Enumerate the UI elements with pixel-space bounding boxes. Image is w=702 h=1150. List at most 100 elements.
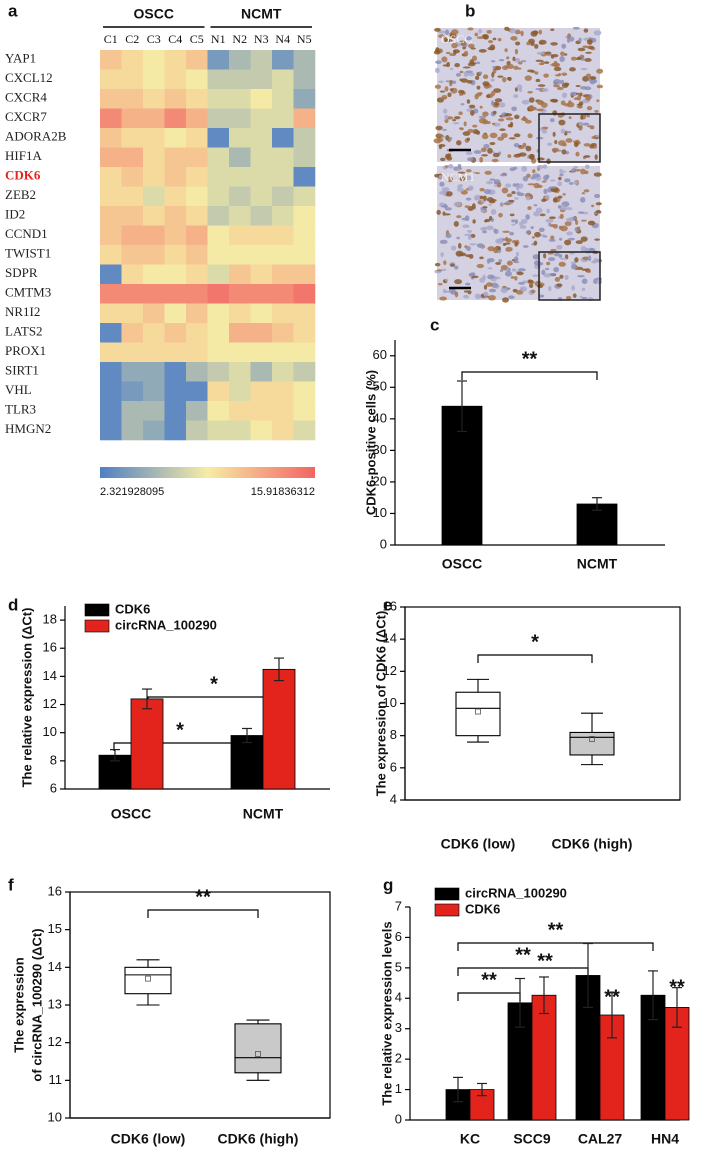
heatmap-cell — [272, 401, 294, 421]
nucleus — [442, 268, 447, 272]
nucleus — [591, 204, 595, 208]
nucleus — [559, 79, 565, 85]
nucleus — [573, 165, 578, 169]
nucleus — [561, 72, 568, 76]
nucleus — [441, 94, 448, 100]
nucleus — [527, 183, 536, 186]
nucleus — [593, 30, 602, 36]
nucleus — [587, 45, 594, 50]
heatmap-cell — [121, 381, 144, 402]
nucleus — [489, 178, 496, 181]
nucleus — [499, 237, 505, 242]
heatmap-cell — [100, 128, 122, 148]
heatmap-cell — [121, 245, 144, 265]
nucleus — [508, 199, 515, 203]
nucleus — [567, 36, 575, 42]
heatmap-cell — [100, 50, 122, 70]
nucleus — [457, 163, 462, 169]
heatmap-cell — [293, 401, 316, 421]
nucleus — [577, 94, 582, 101]
nucleus — [487, 147, 493, 154]
y-tick-label: 4 — [395, 990, 402, 1005]
nucleus — [566, 130, 572, 134]
nucleus — [464, 215, 470, 222]
nucleus — [574, 168, 582, 172]
nucleus — [593, 79, 598, 83]
y-tick-label: 60 — [373, 347, 387, 362]
nucleus — [532, 173, 541, 178]
row-label: ID2 — [5, 207, 25, 222]
nucleus — [561, 92, 568, 99]
heatmap-cell — [207, 362, 230, 382]
nucleus — [512, 56, 516, 62]
bar — [230, 735, 264, 790]
nucleus — [569, 67, 576, 72]
nucleus — [433, 50, 441, 55]
nucleus — [594, 154, 598, 160]
heatmap-cell — [164, 128, 187, 148]
heatmap-cell — [229, 206, 251, 226]
nucleus — [593, 172, 602, 177]
heatmap-cell — [207, 50, 230, 70]
error-bar — [457, 380, 467, 433]
heatmap-cell — [164, 284, 187, 304]
nucleus — [508, 295, 515, 300]
nucleus — [511, 223, 516, 226]
nucleus — [439, 296, 448, 301]
heatmap-cell — [229, 362, 251, 382]
nucleus — [580, 67, 588, 71]
y-tick-label: 13 — [48, 996, 62, 1011]
y-tick-label: 14 — [383, 631, 397, 646]
nucleus — [525, 214, 531, 220]
nucleus — [491, 71, 495, 78]
y-axis-label: of circRNA_100290 (ΔCt) — [29, 928, 44, 1081]
nucleus — [486, 197, 494, 203]
heatmap-cell — [229, 186, 251, 207]
nucleus — [494, 98, 503, 103]
heatmap-cell — [186, 147, 208, 168]
nucleus — [571, 168, 577, 173]
nucleus — [451, 29, 459, 35]
heatmap-cell — [186, 69, 208, 90]
heatmap-cell — [272, 323, 294, 343]
nucleus — [549, 118, 555, 123]
y-tick-label: 12 — [43, 696, 57, 711]
nucleus — [546, 208, 550, 214]
column-label: C2 — [125, 32, 139, 46]
panel-letter: b — [465, 1, 475, 20]
nucleus — [575, 220, 579, 225]
heatmap-cell — [121, 362, 144, 382]
x-tick-label: NCMT — [577, 556, 618, 572]
nucleus — [513, 133, 521, 138]
nucleus — [542, 164, 548, 169]
nucleus — [491, 282, 499, 288]
heatmap-cell — [250, 264, 273, 285]
panel-letter: f — [8, 875, 14, 894]
nucleus — [487, 246, 495, 252]
nucleus — [498, 259, 502, 263]
nucleus — [497, 118, 505, 122]
nucleus — [435, 67, 440, 73]
heatmap-cell — [100, 245, 122, 265]
row-label: CCND1 — [5, 226, 48, 241]
nucleus — [498, 58, 505, 62]
nucleus — [486, 180, 493, 185]
heatmap-cell — [164, 342, 187, 363]
nucleus — [596, 84, 604, 89]
heatmap-cell — [164, 401, 187, 421]
nucleus — [552, 110, 558, 116]
nucleus — [497, 37, 502, 42]
nucleus — [510, 36, 518, 41]
nucleus — [481, 154, 489, 157]
heatmap-cell — [100, 69, 122, 90]
heatmap-cell — [207, 206, 230, 226]
nucleus — [520, 60, 527, 63]
nucleus — [511, 219, 516, 223]
nucleus — [581, 278, 588, 285]
heatmap-cell — [121, 50, 144, 70]
heatmap-cell — [164, 323, 187, 343]
nucleus — [519, 225, 527, 229]
nucleus — [564, 132, 568, 136]
nucleus — [575, 84, 581, 87]
nucleus — [445, 80, 451, 83]
